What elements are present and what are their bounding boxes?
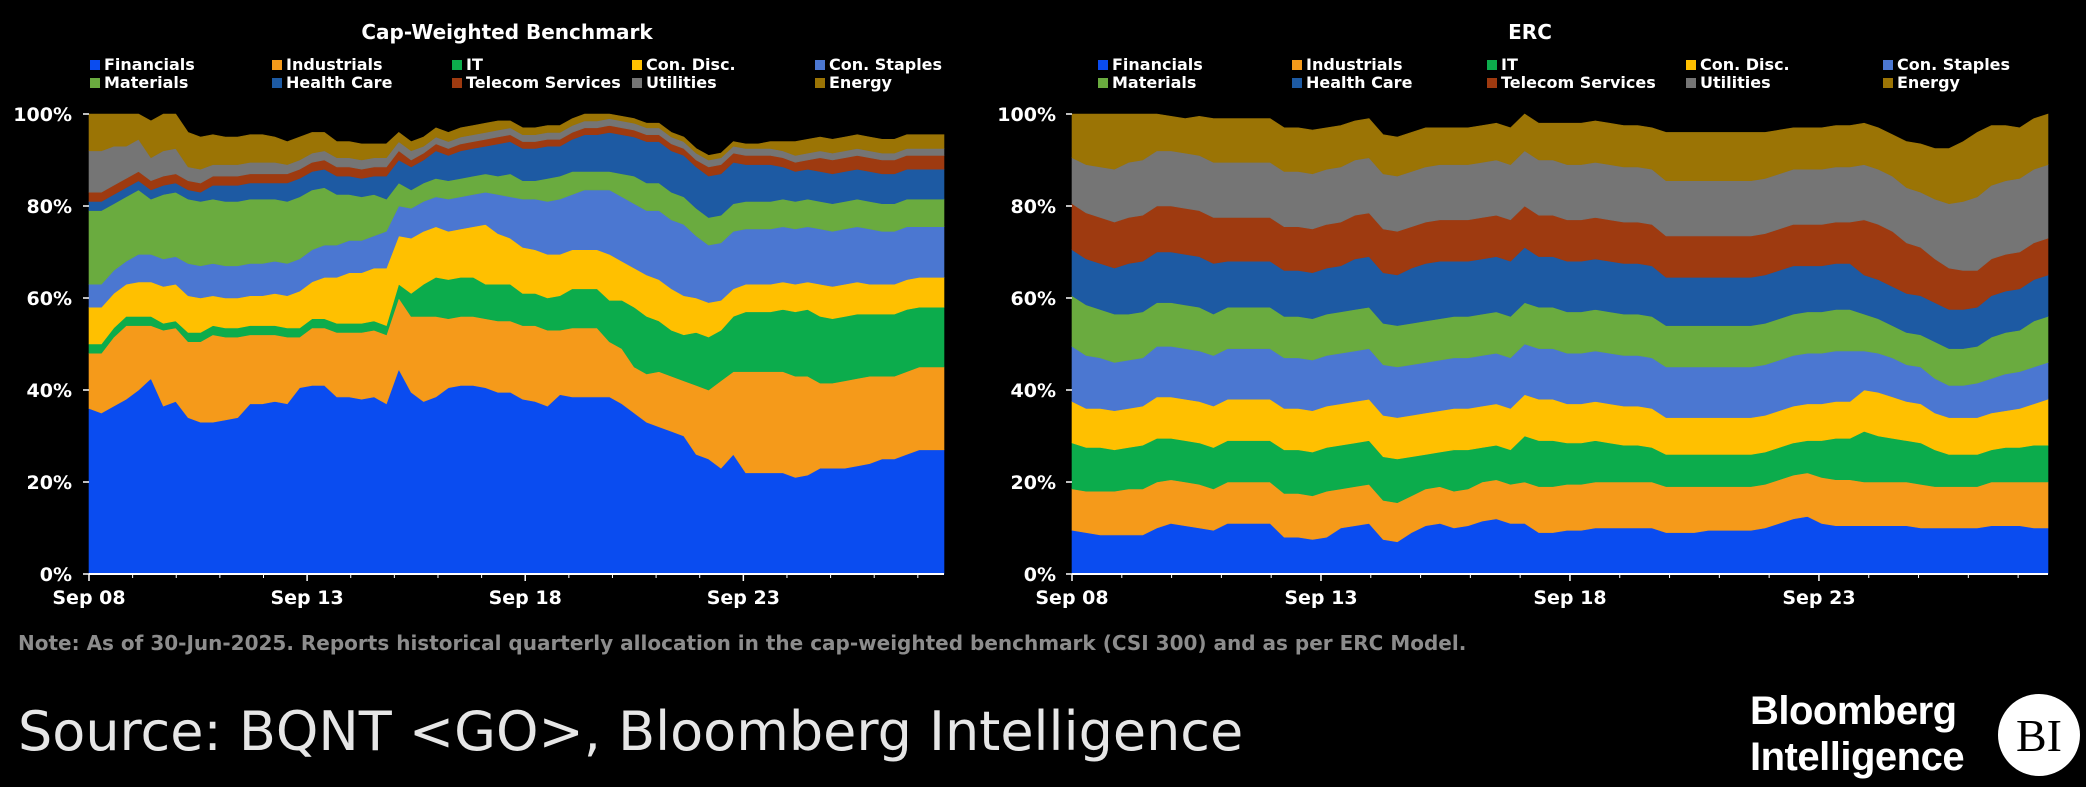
y-tick-label: 100%	[997, 104, 1056, 126]
legend-swatch	[1098, 78, 1108, 88]
legend-item: Con. Disc.	[632, 55, 736, 74]
y-tick-label: 60%	[1011, 288, 1056, 310]
legend-swatch	[632, 60, 642, 70]
legend-swatch	[1292, 60, 1302, 70]
legend-label: Con. Staples	[829, 55, 942, 74]
footnote: Note: As of 30-Jun-2025. Reports histori…	[18, 631, 1467, 655]
legend-swatch	[272, 78, 282, 88]
legend-label: Health Care	[1306, 73, 1413, 92]
legend-label: Energy	[829, 73, 893, 92]
legend-swatch	[815, 60, 825, 70]
chart-title: Cap-Weighted Benchmark	[361, 20, 653, 44]
legend-swatch	[1487, 60, 1497, 70]
x-tick-label: Sep 13	[1284, 587, 1357, 609]
legend-item: Energy	[1883, 73, 1961, 92]
legend-label: Industrials	[1306, 55, 1403, 74]
brand-line-2: Intelligence	[1750, 735, 1965, 779]
legend-swatch	[90, 78, 100, 88]
legend-item: Industrials	[1292, 55, 1403, 74]
legend-label: Con. Disc.	[1700, 55, 1790, 74]
legend-item: Utilities	[1686, 73, 1771, 92]
legend-swatch	[1292, 78, 1302, 88]
area-energy	[1071, 113, 2049, 205]
legend-item: Telecom Services	[1487, 73, 1656, 92]
legend-item: Financials	[90, 55, 195, 74]
legend: Financials Industrials IT Con. Disc. Con. St…	[90, 55, 942, 92]
legend-item: Materials	[1098, 73, 1196, 92]
x-tick-label: Sep 23	[1782, 587, 1855, 609]
brand-line-1: Bloomberg	[1750, 689, 1957, 733]
legend-label: Utilities	[646, 73, 717, 92]
legend-item: Con. Staples	[815, 55, 942, 74]
stacked-areas	[88, 113, 945, 575]
x-tick-label: Sep 18	[1533, 587, 1606, 609]
charts-canvas: Cap-Weighted Benchmark Financials Industri…	[13, 20, 2049, 609]
legend-item: Utilities	[632, 73, 717, 92]
y-tick-label: 20%	[27, 472, 72, 494]
x-tick-label: Sep 13	[270, 587, 343, 609]
legend-item: Energy	[815, 73, 893, 92]
brand-logo: Bloomberg Intelligence	[1750, 688, 1965, 780]
legend-item: Telecom Services	[452, 73, 621, 92]
legend-swatch	[1883, 78, 1893, 88]
legend-swatch	[1686, 60, 1696, 70]
chart-panel-2: ERC Financials Industrials IT Con. Disc. Con.…	[997, 20, 2049, 609]
legend-swatch	[1883, 60, 1893, 70]
stacked-areas	[1071, 113, 2049, 575]
x-tick-label: Sep 08	[52, 587, 125, 609]
legend-item: Con. Staples	[1883, 55, 2010, 74]
y-tick-label: 40%	[27, 380, 72, 402]
legend-label: Telecom Services	[466, 73, 621, 92]
legend-label: Financials	[1112, 55, 1203, 74]
legend-item: Con. Disc.	[1686, 55, 1790, 74]
legend-swatch	[1487, 78, 1497, 88]
area-energy	[88, 113, 945, 170]
legend-swatch	[1686, 78, 1696, 88]
bi-badge: BI	[1998, 694, 2080, 776]
legend-item: IT	[1487, 55, 1518, 74]
legend-label: Utilities	[1700, 73, 1771, 92]
legend-label: Health Care	[286, 73, 393, 92]
legend-swatch	[632, 78, 642, 88]
y-tick-label: 20%	[1011, 472, 1056, 494]
y-tick-label: 80%	[1011, 196, 1056, 218]
legend-label: Con. Disc.	[646, 55, 736, 74]
legend-item: Financials	[1098, 55, 1203, 74]
legend-swatch	[90, 60, 100, 70]
legend-item: Health Care	[272, 73, 393, 92]
chart-title: ERC	[1508, 20, 1552, 44]
legend-label: Telecom Services	[1501, 73, 1656, 92]
legend-item: Industrials	[272, 55, 383, 74]
legend-swatch	[1098, 60, 1108, 70]
legend-swatch	[452, 78, 462, 88]
legend-swatch	[815, 78, 825, 88]
legend-item: Health Care	[1292, 73, 1413, 92]
y-tick-label: 0%	[1024, 564, 1056, 586]
x-tick-label: Sep 18	[489, 587, 562, 609]
legend-label: Materials	[1112, 73, 1196, 92]
x-tick-label: Sep 08	[1035, 587, 1108, 609]
y-tick-label: 40%	[1011, 380, 1056, 402]
legend-label: IT	[1501, 55, 1518, 74]
legend-swatch	[452, 60, 462, 70]
legend-item: Materials	[90, 73, 188, 92]
legend-label: Materials	[104, 73, 188, 92]
legend-swatch	[272, 60, 282, 70]
y-tick-label: 100%	[13, 104, 72, 126]
legend-label: Energy	[1897, 73, 1961, 92]
legend-item: IT	[452, 55, 483, 74]
y-tick-label: 60%	[27, 288, 72, 310]
legend: Financials Industrials IT Con. Disc. Con. St…	[1098, 55, 2010, 92]
x-tick-label: Sep 23	[707, 587, 780, 609]
y-tick-label: 80%	[27, 196, 72, 218]
legend-label: Financials	[104, 55, 195, 74]
legend-label: Con. Staples	[1897, 55, 2010, 74]
legend-label: Industrials	[286, 55, 383, 74]
source-line: Source: BQNT <GO>, Bloomberg Intelligenc…	[18, 700, 1244, 763]
legend-label: IT	[466, 55, 483, 74]
y-tick-label: 0%	[40, 564, 72, 586]
chart-panel-1: Cap-Weighted Benchmark Financials Industri…	[13, 20, 945, 609]
